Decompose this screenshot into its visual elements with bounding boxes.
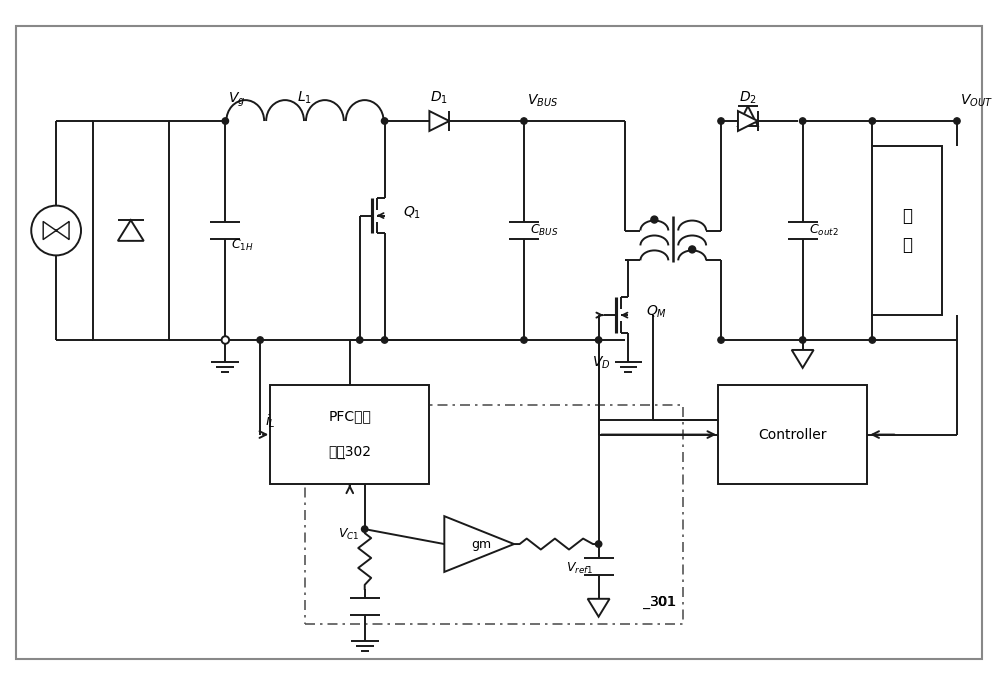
Text: $D_1$: $D_1$: [430, 90, 448, 106]
Circle shape: [521, 337, 527, 343]
Text: 电路̲302: 电路̲302: [328, 445, 371, 460]
Circle shape: [869, 118, 876, 124]
Text: $C_{1H}$: $C_{1H}$: [231, 238, 254, 253]
Text: $C_{BUS}$: $C_{BUS}$: [530, 223, 558, 238]
Text: Controller: Controller: [758, 428, 827, 441]
Circle shape: [257, 337, 263, 343]
Bar: [305, 405, 683, 624]
Text: 负: 负: [902, 207, 912, 224]
Bar: [718, 385, 867, 484]
Circle shape: [954, 118, 960, 124]
Circle shape: [222, 336, 229, 344]
Bar: [872, 146, 942, 315]
Circle shape: [799, 337, 806, 343]
Text: $C_{out2}$: $C_{out2}$: [809, 223, 838, 238]
Circle shape: [222, 118, 229, 124]
Circle shape: [595, 541, 602, 547]
Text: 301: 301: [650, 595, 676, 609]
Circle shape: [718, 337, 724, 343]
Text: $Q_M$: $Q_M$: [646, 304, 667, 320]
Text: $V_{OUT}$: $V_{OUT}$: [960, 92, 993, 109]
Polygon shape: [429, 111, 449, 131]
Text: $i_L$: $i_L$: [265, 412, 276, 430]
Circle shape: [718, 118, 724, 124]
Text: $Q_1$: $Q_1$: [403, 205, 421, 221]
Text: $V_{ref1}$: $V_{ref1}$: [566, 562, 594, 577]
Circle shape: [362, 526, 368, 532]
Polygon shape: [444, 516, 514, 572]
Text: ̲301: ̲301: [650, 595, 676, 609]
Text: $D_2$: $D_2$: [739, 90, 757, 106]
Circle shape: [689, 246, 696, 253]
Circle shape: [381, 337, 388, 343]
Polygon shape: [792, 350, 814, 368]
Circle shape: [381, 118, 388, 124]
Polygon shape: [588, 599, 610, 617]
Text: $V_g$: $V_g$: [228, 90, 246, 109]
Text: $V_D$: $V_D$: [592, 355, 611, 371]
Text: gm: gm: [471, 538, 491, 551]
Circle shape: [799, 118, 806, 124]
Text: $L_1$: $L_1$: [297, 90, 312, 106]
Bar: [270, 385, 429, 484]
Polygon shape: [738, 106, 758, 126]
Circle shape: [869, 337, 876, 343]
Polygon shape: [118, 220, 144, 241]
Text: 载: 载: [902, 237, 912, 254]
Circle shape: [651, 216, 658, 223]
Text: $V_{BUS}$: $V_{BUS}$: [527, 92, 558, 109]
Text: $V_{C1}$: $V_{C1}$: [338, 526, 360, 542]
Circle shape: [357, 337, 363, 343]
Polygon shape: [738, 111, 758, 131]
Circle shape: [595, 337, 602, 343]
Circle shape: [521, 118, 527, 124]
Bar: [93, 121, 169, 340]
Text: PFC控制: PFC控制: [328, 409, 371, 424]
